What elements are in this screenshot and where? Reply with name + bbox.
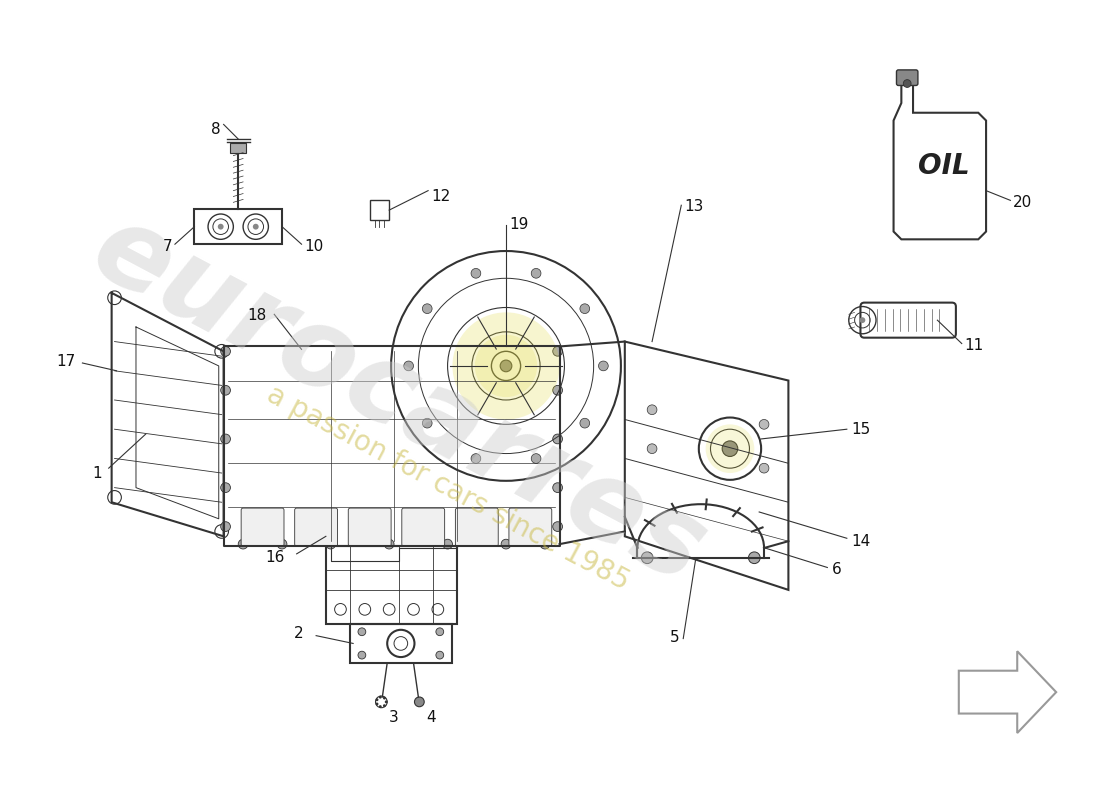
Circle shape (253, 224, 258, 230)
Circle shape (552, 434, 562, 444)
Circle shape (903, 80, 911, 87)
Text: 3: 3 (389, 710, 399, 725)
FancyBboxPatch shape (860, 302, 956, 338)
FancyBboxPatch shape (295, 508, 338, 546)
Circle shape (475, 334, 537, 397)
Circle shape (723, 441, 738, 457)
Text: 14: 14 (851, 534, 871, 549)
Text: 17: 17 (56, 354, 76, 369)
Circle shape (580, 304, 590, 314)
Circle shape (647, 444, 657, 454)
FancyBboxPatch shape (509, 508, 552, 546)
Text: 1: 1 (92, 466, 102, 481)
Circle shape (580, 418, 590, 428)
Circle shape (221, 482, 230, 493)
Circle shape (383, 697, 386, 699)
Circle shape (383, 704, 386, 707)
Circle shape (442, 539, 452, 549)
Circle shape (500, 360, 512, 372)
Text: 19: 19 (509, 217, 528, 232)
Text: 7: 7 (163, 238, 172, 254)
Circle shape (239, 539, 248, 549)
Circle shape (375, 702, 378, 706)
Text: 5: 5 (670, 630, 680, 646)
Circle shape (385, 701, 387, 703)
Circle shape (598, 361, 608, 370)
Circle shape (404, 361, 414, 370)
Circle shape (436, 651, 443, 659)
Circle shape (705, 424, 755, 473)
FancyBboxPatch shape (455, 508, 498, 546)
Text: 18: 18 (248, 309, 266, 323)
Circle shape (540, 539, 550, 549)
Text: 2: 2 (294, 626, 304, 642)
Text: 13: 13 (684, 199, 704, 214)
Circle shape (326, 539, 336, 549)
Polygon shape (230, 143, 246, 153)
Circle shape (552, 482, 562, 493)
Text: 15: 15 (851, 422, 871, 437)
Text: 20: 20 (1013, 195, 1033, 210)
Text: 10: 10 (305, 238, 323, 254)
Text: eurocarres: eurocarres (75, 194, 723, 606)
Text: 11: 11 (965, 338, 983, 353)
Circle shape (358, 628, 366, 636)
Circle shape (502, 539, 510, 549)
Circle shape (647, 405, 657, 414)
Circle shape (378, 705, 382, 708)
Text: OIL: OIL (918, 152, 970, 180)
Circle shape (384, 539, 394, 549)
Circle shape (358, 651, 366, 659)
Circle shape (221, 346, 230, 356)
Circle shape (759, 463, 769, 473)
Text: a passion for cars since 1985: a passion for cars since 1985 (262, 380, 634, 595)
FancyBboxPatch shape (402, 508, 444, 546)
Circle shape (221, 386, 230, 395)
Text: 12: 12 (431, 189, 450, 204)
Circle shape (452, 312, 560, 419)
Circle shape (415, 697, 425, 706)
Circle shape (552, 522, 562, 531)
Circle shape (221, 434, 230, 444)
Circle shape (748, 552, 760, 563)
FancyBboxPatch shape (896, 70, 917, 86)
Circle shape (422, 418, 432, 428)
Text: 8: 8 (211, 122, 221, 137)
Circle shape (378, 696, 382, 698)
Circle shape (759, 419, 769, 430)
Text: 4: 4 (426, 710, 436, 725)
Circle shape (531, 454, 541, 463)
Circle shape (552, 386, 562, 395)
Circle shape (422, 304, 432, 314)
Text: 16: 16 (265, 550, 285, 566)
Circle shape (471, 269, 481, 278)
Circle shape (277, 539, 287, 549)
Circle shape (436, 628, 443, 636)
Circle shape (375, 698, 378, 702)
Circle shape (531, 269, 541, 278)
Circle shape (471, 454, 481, 463)
FancyBboxPatch shape (241, 508, 284, 546)
FancyBboxPatch shape (349, 508, 392, 546)
Circle shape (552, 346, 562, 356)
Circle shape (221, 522, 230, 531)
Circle shape (859, 318, 866, 323)
Circle shape (641, 552, 653, 563)
Text: 6: 6 (833, 562, 842, 577)
Circle shape (218, 224, 223, 230)
Polygon shape (893, 83, 986, 239)
